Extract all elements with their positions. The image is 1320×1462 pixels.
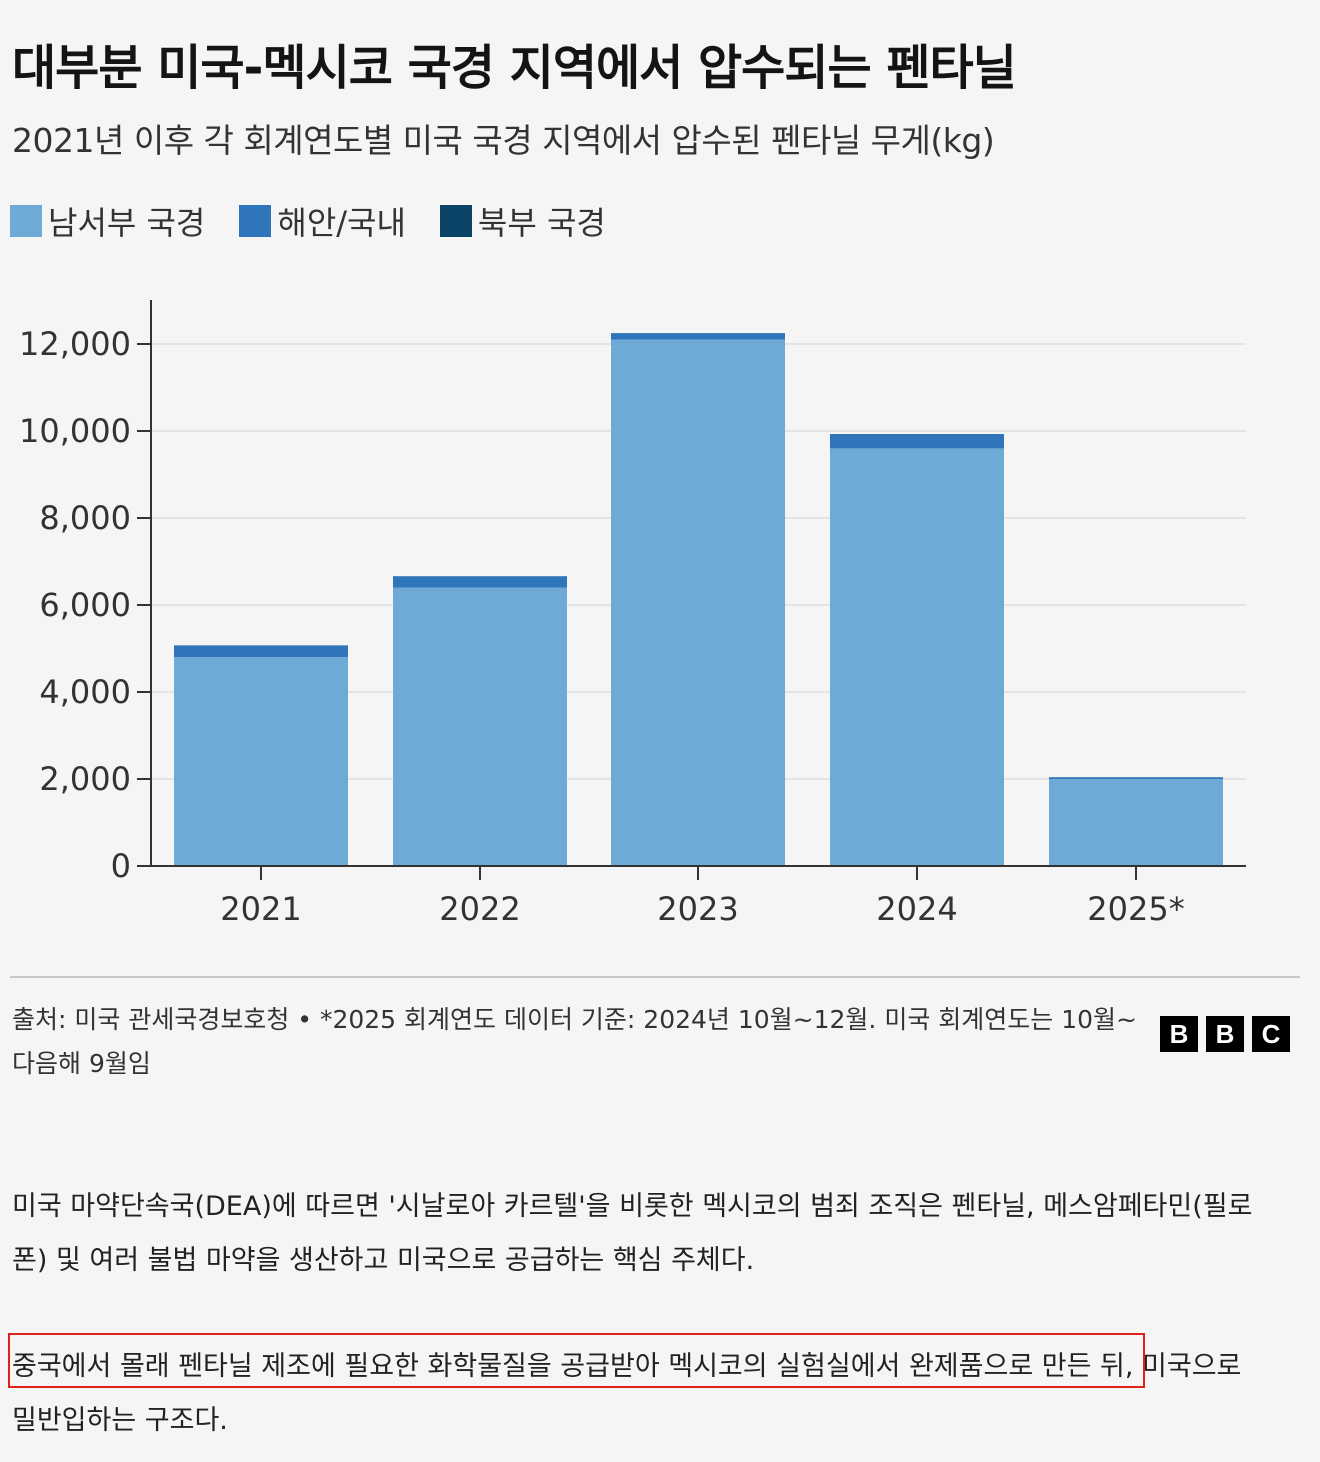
bar-segment [611,339,785,866]
y-tick-label: 12,000 [19,325,131,363]
x-tick-label: 2023 [657,890,738,928]
bbc-logo: B B C [1160,1016,1298,1052]
x-tick-label: 2024 [876,890,957,928]
legend-label: 남서부 국경 [48,204,206,242]
chart-title: 대부분 미국-멕시코 국경 지역에서 압수되는 펜타닐 [12,40,1017,96]
bbc-logo-letter: B [1206,1016,1244,1052]
x-tick-label: 2022 [439,890,520,928]
legend: 남서부 국경 해안/국내 북부 국경 [10,198,640,244]
divider [10,976,1300,978]
legend-swatch [239,205,272,237]
bars [174,333,1223,866]
bar-segment [174,657,348,866]
bar-segment [174,645,348,658]
bar-segment [393,576,567,588]
chart-subtitle: 2021년 이후 각 회계연도별 미국 국경 지역에서 압수된 펜타닐 무게(k… [12,121,995,160]
y-tick-label: 8,000 [39,499,131,537]
legend-label: 북부 국경 [477,204,606,242]
bar-segment [830,448,1004,866]
legend-item-northern: 북부 국경 [439,198,606,244]
bar-segment [1049,779,1223,866]
y-tick-label: 0 [111,847,131,885]
legend-swatch [10,205,42,237]
article-paragraph: 미국 마약단속국(DEA)에 따르면 '시날로아 카르텔'을 비롯한 멕시코의 … [12,1191,1253,1276]
bar-segment [1049,777,1223,779]
bar-segment [393,587,567,866]
bbc-logo-letter: B [1160,1016,1198,1052]
legend-swatch [439,205,472,237]
legend-label: 해안/국내 [277,204,406,242]
legend-item-southwest: 남서부 국경 [10,198,205,244]
y-tick-label: 10,000 [19,412,131,450]
y-tick-label: 6,000 [39,586,131,624]
bbc-logo-letter: C [1252,1016,1290,1052]
y-tick-label: 2,000 [39,760,131,798]
bar-chart: 0 2,000 4,000 6,000 8,000 10,000 12,000 2021 202… [19,300,1246,928]
legend-item-coastal: 해안/국내 [239,198,406,244]
bar-segment [830,434,1004,449]
x-tick-label: 2021 [220,890,301,928]
y-tick-label: 4,000 [39,673,131,711]
axes: 0 2,000 4,000 6,000 8,000 10,000 12,000 2021 202… [19,300,1246,928]
bar-segment [611,333,785,340]
highlight-box [8,1333,1145,1388]
x-tick-label: 2025* [1087,890,1184,928]
source-note: 출처: 미국 관세국경보호청 • *2025 회계연도 데이터 기준: 2024… [12,1005,1137,1078]
article-paragraph-highlighted: 중국에서 몰래 펜타닐 제조에 필요한 화학물질을 공급받아 멕시코의 실험실에… [12,1351,1242,1436]
